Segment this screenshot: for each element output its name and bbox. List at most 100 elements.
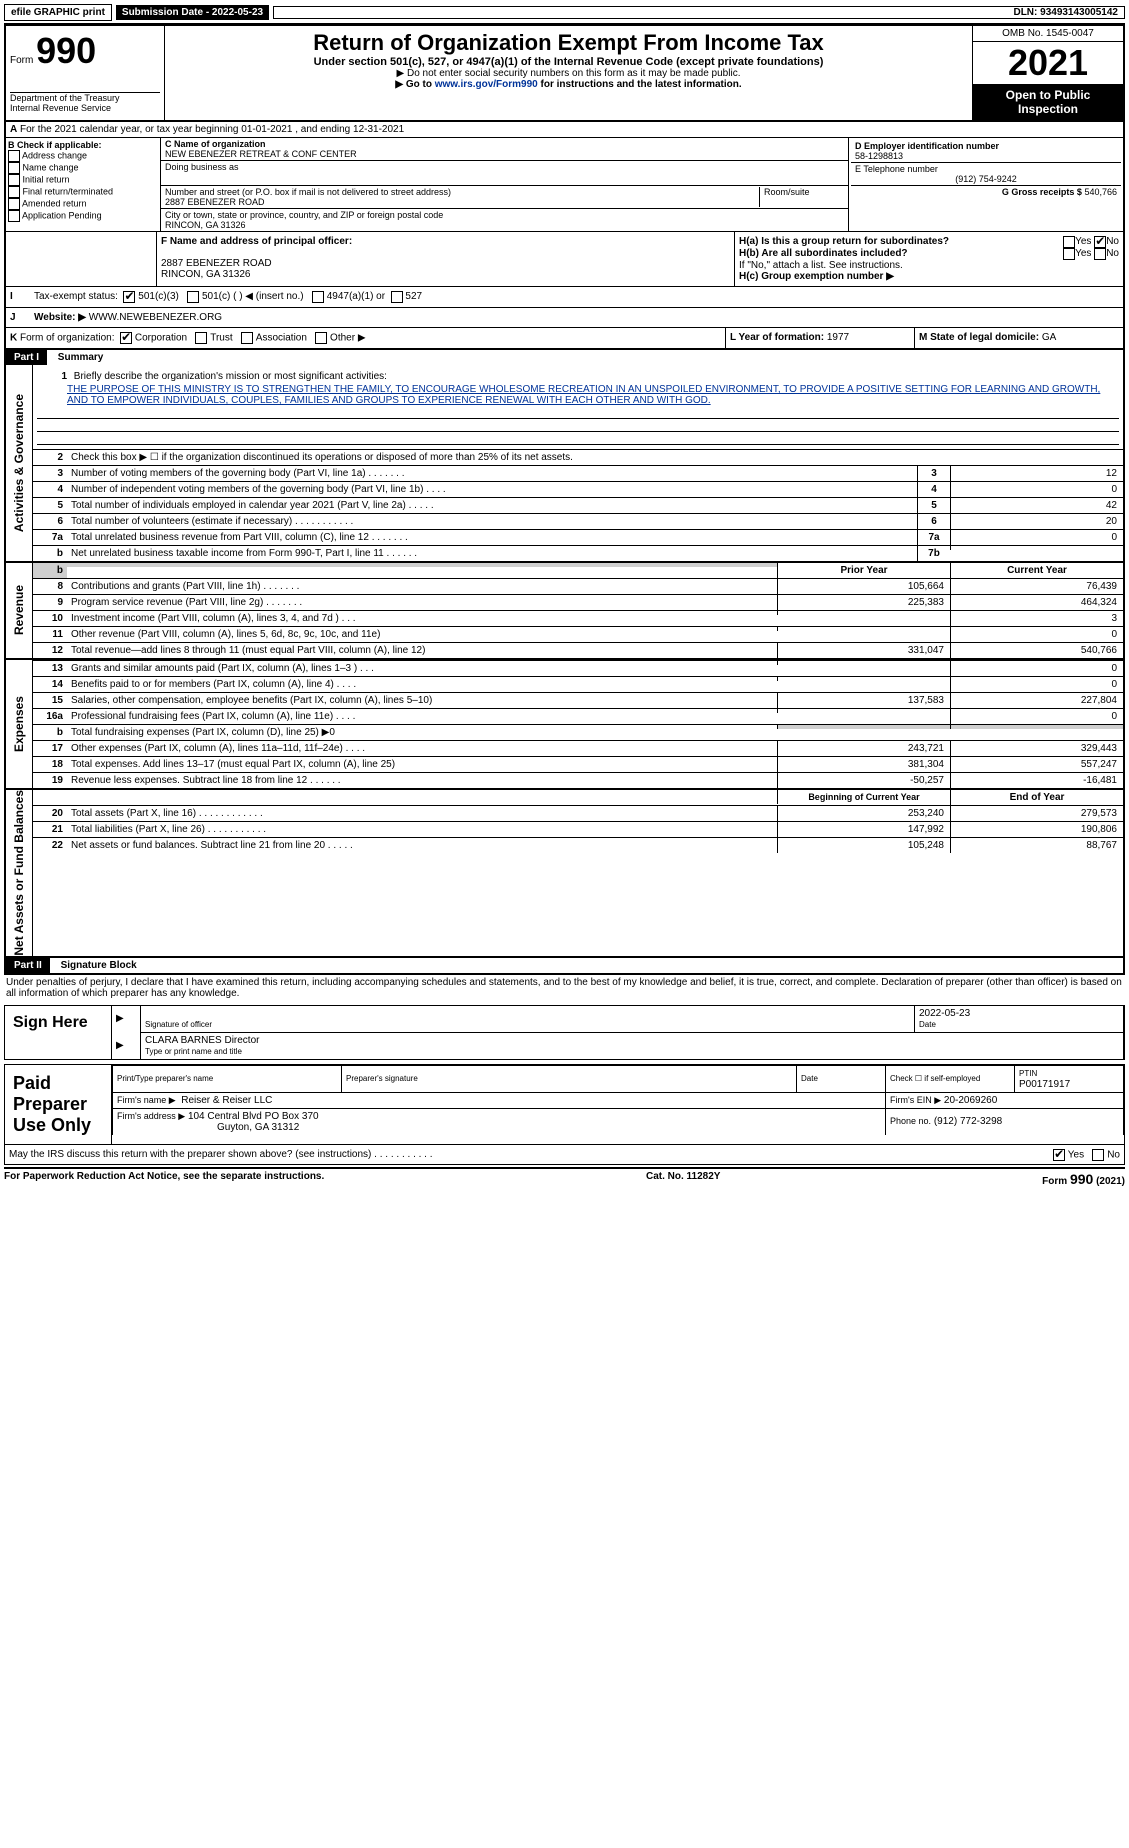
dba-label: Doing business as — [165, 162, 239, 172]
cb-501c3[interactable] — [123, 291, 135, 303]
room-label: Room/suite — [764, 187, 810, 197]
omb-number: OMB No. 1545-0047 — [973, 26, 1123, 42]
section-revenue: Revenue b Prior Year Current Year 8Contr… — [4, 563, 1125, 660]
line-I: I Tax-exempt status: 501(c)(3) 501(c) ( … — [4, 286, 1125, 307]
E-label: E Telephone number — [855, 164, 938, 174]
org-address: 2887 EBENEZER ROAD — [165, 197, 265, 207]
cb-application-pending[interactable] — [8, 210, 20, 222]
dept-treasury: Department of the Treasury — [10, 93, 120, 103]
section-governance: Activities & Governance 1 Briefly descri… — [4, 365, 1125, 563]
summary-line: 9Program service revenue (Part VIII, lin… — [33, 594, 1123, 610]
dln: DLN: 93493143005142 — [273, 6, 1125, 19]
sign-here-label: Sign Here — [5, 1006, 112, 1059]
line-J: J Website: ▶ WWW.NEWEBENEZER.ORG — [4, 307, 1125, 327]
summary-line: 16aProfessional fundraising fees (Part I… — [33, 708, 1123, 724]
part1-header: Part I — [6, 350, 47, 365]
summary-line: 22Net assets or fund balances. Subtract … — [33, 837, 1123, 853]
summary-line: 19Revenue less expenses. Subtract line 1… — [33, 772, 1123, 788]
summary-line: 21Total liabilities (Part X, line 26) . … — [33, 821, 1123, 837]
note-goto-post: for instructions and the latest informat… — [541, 79, 742, 90]
cb-Ha-yes[interactable] — [1063, 236, 1075, 248]
section-net-assets: Net Assets or Fund Balances Beginning of… — [4, 790, 1125, 958]
summary-line: 14Benefits paid to or for members (Part … — [33, 676, 1123, 692]
G-label: G Gross receipts $ — [1002, 187, 1082, 197]
note-ssn: ▶ Do not enter social security numbers o… — [169, 68, 968, 79]
cb-Hb-yes[interactable] — [1063, 248, 1075, 260]
topbar: efile GRAPHIC print Submission Date - 20… — [4, 4, 1125, 21]
mission-text: THE PURPOSE OF THIS MINISTRY IS TO STREN… — [37, 384, 1119, 406]
cb-amended-return[interactable] — [8, 198, 20, 210]
line-KLM: K Form of organization: Corporation Trus… — [4, 327, 1125, 350]
summary-line: 12Total revenue—add lines 8 through 11 (… — [33, 642, 1123, 658]
B-label: B Check if applicable: — [8, 140, 158, 150]
summary-line: 4Number of independent voting members of… — [33, 481, 1123, 497]
cb-discuss-yes[interactable] — [1053, 1149, 1065, 1161]
summary-line: 13Grants and similar amounts paid (Part … — [33, 660, 1123, 676]
org-city: RINCON, GA 31326 — [165, 220, 246, 230]
summary-line: 20Total assets (Part X, line 16) . . . .… — [33, 805, 1123, 821]
C-name-label: C Name of organization — [165, 139, 266, 149]
summary-line: 17Other expenses (Part IX, column (A), l… — [33, 740, 1123, 756]
irs-link[interactable]: www.irs.gov/Form990 — [435, 79, 538, 90]
cb-initial-return[interactable] — [8, 174, 20, 186]
cb-final-return[interactable] — [8, 186, 20, 198]
gross-receipts: 540,766 — [1084, 187, 1117, 197]
summary-line: 15Salaries, other compensation, employee… — [33, 692, 1123, 708]
irs: Internal Revenue Service — [10, 103, 111, 113]
efile-label: efile GRAPHIC print — [4, 4, 112, 21]
summary-line: 6Total number of volunteers (estimate if… — [33, 513, 1123, 529]
summary-line: 3Number of voting members of the governi… — [33, 465, 1123, 481]
part1-title: Summary — [50, 352, 104, 363]
D-label: D Employer identification number — [855, 141, 999, 151]
tax-year: 2021 — [973, 42, 1123, 84]
summary-line: 18Total expenses. Add lines 13–17 (must … — [33, 756, 1123, 772]
form-title: Return of Organization Exempt From Incom… — [169, 30, 968, 56]
summary-line: 10Investment income (Part VIII, column (… — [33, 610, 1123, 626]
website: WWW.NEWEBENEZER.ORG — [89, 312, 222, 323]
cb-other[interactable] — [315, 332, 327, 344]
discuss-row: May the IRS discuss this return with the… — [4, 1145, 1125, 1165]
page-footer: For Paperwork Reduction Act Notice, see … — [4, 1167, 1125, 1187]
part2-title: Signature Block — [53, 960, 137, 971]
part2-header: Part II — [6, 958, 50, 973]
city-label: City or town, state or province, country… — [165, 210, 443, 220]
cb-trust[interactable] — [195, 332, 207, 344]
sign-block: Sign Here ▶ Signature of officer 2022-05… — [4, 1005, 1125, 1060]
cb-4947[interactable] — [312, 291, 324, 303]
form-subtitle: Under section 501(c), 527, or 4947(a)(1)… — [169, 56, 968, 68]
paid-preparer-block: Paid Preparer Use Only Print/Type prepar… — [4, 1064, 1125, 1145]
cb-name-change[interactable] — [8, 162, 20, 174]
summary-line: 5Total number of individuals employed in… — [33, 497, 1123, 513]
note-goto-pre: ▶ Go to — [395, 79, 434, 90]
cb-corp[interactable] — [120, 332, 132, 344]
officer-addr2: RINCON, GA 31326 — [161, 269, 250, 280]
cb-Ha-no[interactable] — [1094, 236, 1106, 248]
summary-line: 7aTotal unrelated business revenue from … — [33, 529, 1123, 545]
form-number: 990 — [36, 30, 96, 71]
summary-line: 8Contributions and grants (Part VIII, li… — [33, 578, 1123, 594]
cb-Hb-no[interactable] — [1094, 248, 1106, 260]
perjury-text: Under penalties of perjury, I declare th… — [4, 975, 1125, 1001]
paid-preparer-label: Paid Preparer Use Only — [5, 1065, 112, 1144]
entity-block: B Check if applicable: Address change Na… — [4, 138, 1125, 231]
addr-label: Number and street (or P.O. box if mail i… — [165, 187, 451, 197]
org-name: NEW EBENEZER RETREAT & CONF CENTER — [165, 149, 357, 159]
Hb-note: If "No," attach a list. See instructions… — [739, 260, 1119, 271]
side-net: Net Assets or Fund Balances — [12, 790, 26, 956]
cat-no: Cat. No. 11282Y — [646, 1171, 720, 1187]
side-governance: Activities & Governance — [12, 394, 26, 532]
submission-date: Submission Date - 2022-05-23 — [116, 5, 269, 20]
cb-501c[interactable] — [187, 291, 199, 303]
Hc: H(c) Group exemption number ▶ — [739, 271, 1119, 282]
side-expenses: Expenses — [12, 696, 26, 752]
summary-line: bNet unrelated business taxable income f… — [33, 545, 1123, 561]
cb-discuss-no[interactable] — [1092, 1149, 1104, 1161]
cb-527[interactable] — [391, 291, 403, 303]
officer-addr1: 2887 EBENEZER ROAD — [161, 258, 272, 269]
side-revenue: Revenue — [12, 585, 26, 635]
cb-assoc[interactable] — [241, 332, 253, 344]
form-word: Form — [10, 55, 33, 66]
section-expenses: Expenses 13Grants and similar amounts pa… — [4, 660, 1125, 790]
cb-address-change[interactable] — [8, 150, 20, 162]
summary-line: 11Other revenue (Part VIII, column (A), … — [33, 626, 1123, 642]
